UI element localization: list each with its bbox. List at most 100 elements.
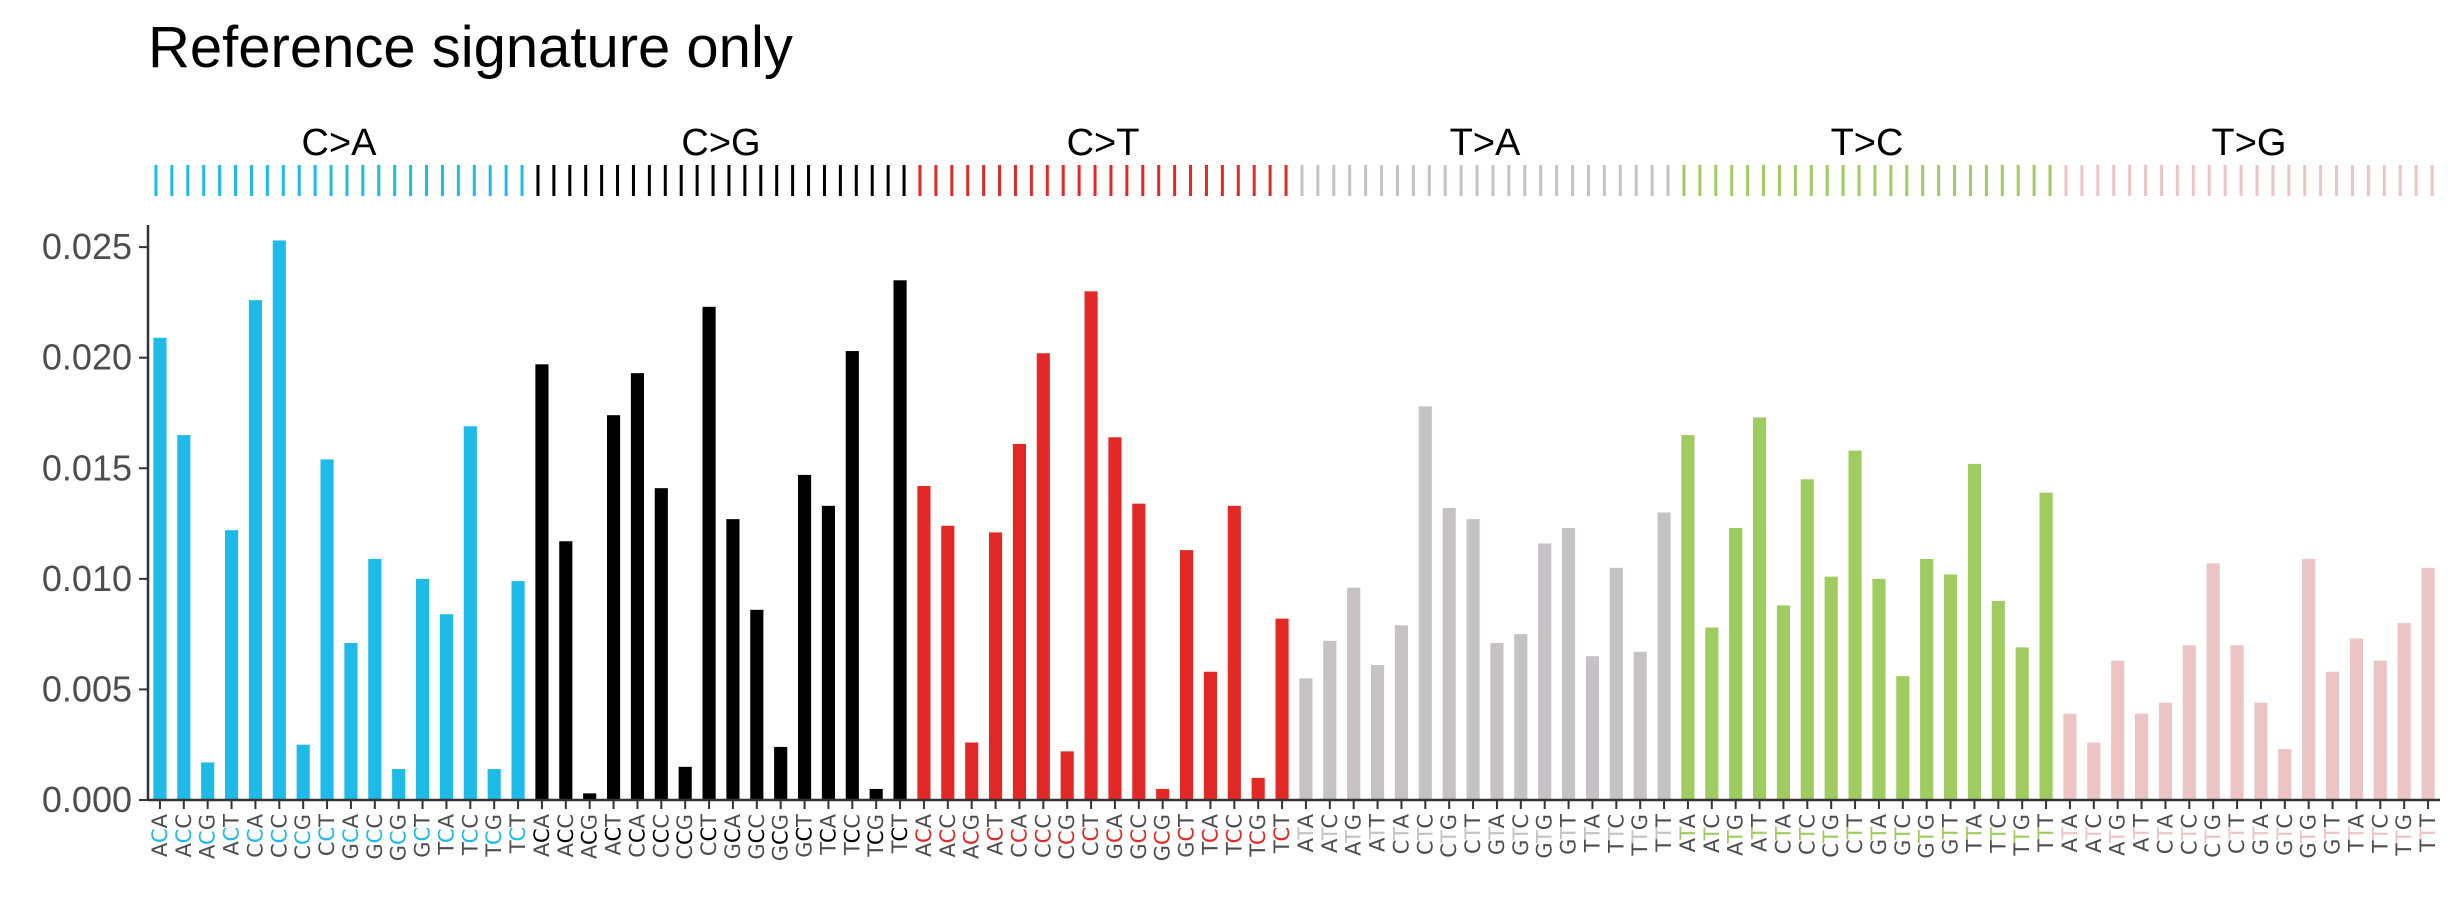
x-tick-label: GCC [745, 814, 769, 860]
x-tick-label: TTA [1580, 813, 1604, 853]
x-tick-label: CTG [1437, 814, 1461, 858]
y-axis: 0.000 0.005 0.010 0.015 0.020 0.025 [42, 225, 150, 820]
y-tick-label: 0.010 [42, 558, 132, 599]
bar-t-to-a-cta [1394, 625, 1409, 800]
bar-t-to-a-atc [1323, 640, 1337, 800]
bar-t-to-c-ctc [1800, 479, 1814, 800]
x-tick-label: GTA [2249, 813, 2273, 855]
x-tick-label: CCG [291, 814, 315, 860]
x-tick-label: GCA [721, 813, 745, 859]
bar-t-to-a-gtc [1514, 634, 1528, 800]
bar-t-to-c-tta [1967, 463, 1982, 800]
bar-c-to-g-aca [535, 364, 549, 800]
bar-t-to-g-atc [2087, 742, 2101, 800]
x-tick-label: ATA [2058, 813, 2082, 852]
x-tick-label: TTC [1604, 814, 1628, 854]
bar-c-to-g-gca [726, 519, 740, 800]
x-tick-label: TTC [2368, 814, 2392, 854]
x-tick-label: TCA [434, 813, 458, 855]
x-tick-label: ATT [2130, 814, 2154, 852]
bar-t-to-a-gtg [1538, 543, 1552, 800]
bar-t-to-c-ata [1681, 435, 1695, 800]
bar-c-to-t-acc [941, 525, 955, 800]
x-tick-label: GCG [387, 814, 411, 861]
bar-c-to-t-gcg [1156, 788, 1170, 800]
bar-t-to-g-tta [2349, 638, 2364, 800]
x-tick-label: CTG [2201, 814, 2225, 858]
x-tick-label: ATT [1366, 814, 1390, 852]
x-tick-label: TTG [2392, 814, 2416, 857]
bar-c-to-a-acg [201, 762, 215, 800]
bar-t-to-c-gtg [1920, 558, 1934, 800]
x-tick-label: ATC [2082, 814, 2106, 853]
x-tick-label: ATC [1318, 814, 1342, 853]
bar-t-to-a-tta [1585, 656, 1600, 800]
bar-t-to-a-ttc [1609, 567, 1623, 800]
x-tick-label: TCT [888, 814, 912, 854]
x-tick-label: ATA [1294, 813, 1318, 852]
bar-c-to-a-tca [439, 614, 454, 800]
x-tick-label: GCA [339, 813, 363, 859]
x-tick-label: TCA [816, 813, 840, 855]
bar-t-to-c-gtt [1943, 574, 1958, 800]
bar-c-to-t-cct [1084, 291, 1098, 800]
x-tick-label: GTG [2297, 814, 2321, 859]
bar-t-to-c-cta [1776, 605, 1791, 800]
bar-c-to-t-gca [1108, 437, 1122, 800]
chart-title: Reference signature only [148, 15, 793, 80]
bar-t-to-a-ctg [1442, 508, 1456, 800]
x-tick-label: GCA [1103, 813, 1127, 859]
y-tick-label: 0.015 [42, 447, 132, 488]
bar-t-to-g-att [2134, 713, 2149, 800]
bar-t-to-a-gta [1490, 642, 1504, 800]
x-tick-label: ACT [984, 814, 1008, 856]
bar-t-to-g-gtc [2278, 749, 2292, 800]
x-tick-label: CCG [1055, 814, 1079, 860]
bar-c-to-a-ccg [296, 744, 310, 800]
bar-t-to-a-atg [1347, 587, 1361, 800]
x-tick-label: GTC [1509, 814, 1533, 856]
bar-t-to-c-ttt [2039, 492, 2053, 800]
bar-c-to-t-cca [1012, 443, 1027, 800]
bar-t-to-a-ttg [1633, 651, 1647, 800]
bar-c-to-g-tcc [845, 351, 859, 800]
bar-t-to-g-ata [2063, 713, 2077, 800]
x-tick-label: TCG [1246, 814, 1270, 858]
x-tick-label: GTT [1557, 814, 1581, 855]
bar-c-to-g-acc [559, 541, 573, 800]
bar-c-to-a-acc [177, 435, 191, 800]
bar-c-to-g-tcg [869, 788, 883, 800]
bar-t-to-c-ctt [1848, 450, 1862, 800]
bar-c-to-g-tca [821, 505, 836, 800]
y-tick-label: 0.005 [42, 668, 132, 709]
x-tick-label: CCC [649, 814, 673, 858]
x-tick-label: CCT [1079, 814, 1103, 856]
x-tick-label: TCC [458, 814, 482, 856]
x-tick-label: ACG [578, 814, 602, 859]
x-tick-label: ACC [554, 814, 578, 857]
bar-t-to-a-gtt [1561, 527, 1576, 800]
bar-t-to-g-atg [2111, 660, 2125, 800]
bar-c-to-g-ccg [678, 766, 692, 800]
x-tick-label: TCT [506, 814, 530, 854]
x-tick-label: TCC [1222, 814, 1246, 856]
x-tick-label: ACA [912, 813, 936, 857]
bar-t-to-g-ttt [2421, 567, 2435, 800]
bar-c-to-g-ccc [654, 488, 668, 800]
x-tick-label: TTC [1986, 814, 2010, 854]
bar-c-to-a-gct [415, 578, 430, 800]
x-tick-label: ACA [148, 813, 172, 857]
mutation-type-strips: C>A C>G C>T T>A T>C T>G [154, 122, 2434, 196]
bar-c-to-g-gcc [750, 609, 764, 800]
x-axis: ACAACCACGACTCCACCCCCGCCTGCAGCCGCGGCTTCAT… [148, 798, 2440, 861]
x-tick-label: GTC [2273, 814, 2297, 856]
bar-c-to-t-tcg [1251, 777, 1265, 800]
x-tick-label: TTA [1962, 813, 1986, 853]
x-tick-label: ATC [1700, 814, 1724, 853]
bar-t-to-a-ctt [1466, 519, 1480, 800]
x-tick-label: ACC [172, 814, 196, 857]
bars-layer [153, 240, 2435, 800]
group-label-t-to-c: T>C [1831, 122, 1904, 164]
x-tick-label: CTA [1389, 813, 1413, 854]
group-label-c-to-a: C>A [302, 122, 378, 164]
